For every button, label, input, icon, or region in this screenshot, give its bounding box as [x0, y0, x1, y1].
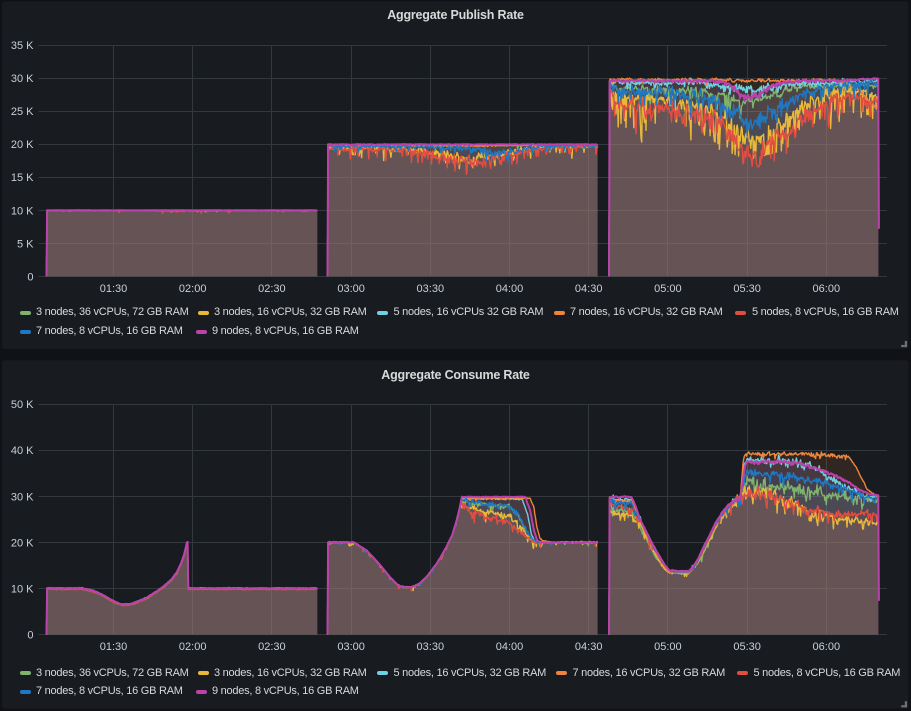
svg-text:10 K: 10 K	[11, 584, 34, 596]
svg-text:05:00: 05:00	[654, 283, 682, 295]
svg-text:03:30: 03:30	[417, 641, 445, 653]
svg-text:25 K: 25 K	[11, 106, 34, 118]
svg-text:03:00: 03:00	[337, 641, 365, 653]
svg-text:02:00: 02:00	[179, 283, 207, 295]
svg-text:05:00: 05:00	[654, 641, 682, 653]
svg-text:04:30: 04:30	[575, 641, 603, 653]
svg-text:20 K: 20 K	[11, 537, 34, 549]
svg-text:5 K: 5 K	[17, 238, 34, 250]
svg-text:04:30: 04:30	[575, 283, 603, 295]
svg-text:04:00: 04:00	[496, 283, 524, 295]
svg-text:20 K: 20 K	[11, 139, 34, 151]
svg-text:0: 0	[27, 271, 33, 283]
svg-text:15 K: 15 K	[11, 172, 34, 184]
svg-text:01:30: 01:30	[100, 283, 128, 295]
svg-text:02:30: 02:30	[258, 641, 286, 653]
svg-text:03:00: 03:00	[337, 283, 365, 295]
svg-text:01:30: 01:30	[100, 641, 128, 653]
svg-text:05:30: 05:30	[733, 641, 761, 653]
svg-text:30 K: 30 K	[11, 73, 34, 85]
svg-text:50 K: 50 K	[11, 399, 34, 411]
svg-text:30 K: 30 K	[11, 491, 34, 503]
svg-text:35 K: 35 K	[11, 40, 34, 52]
svg-text:04:00: 04:00	[496, 641, 524, 653]
svg-text:40 K: 40 K	[11, 445, 34, 457]
svg-text:02:30: 02:30	[258, 283, 286, 295]
svg-text:06:00: 06:00	[813, 641, 841, 653]
svg-text:05:30: 05:30	[733, 283, 761, 295]
svg-text:03:30: 03:30	[417, 283, 445, 295]
svg-text:0: 0	[27, 630, 33, 642]
svg-text:02:00: 02:00	[179, 641, 207, 653]
svg-text:06:00: 06:00	[813, 283, 841, 295]
svg-text:10 K: 10 K	[11, 205, 34, 217]
